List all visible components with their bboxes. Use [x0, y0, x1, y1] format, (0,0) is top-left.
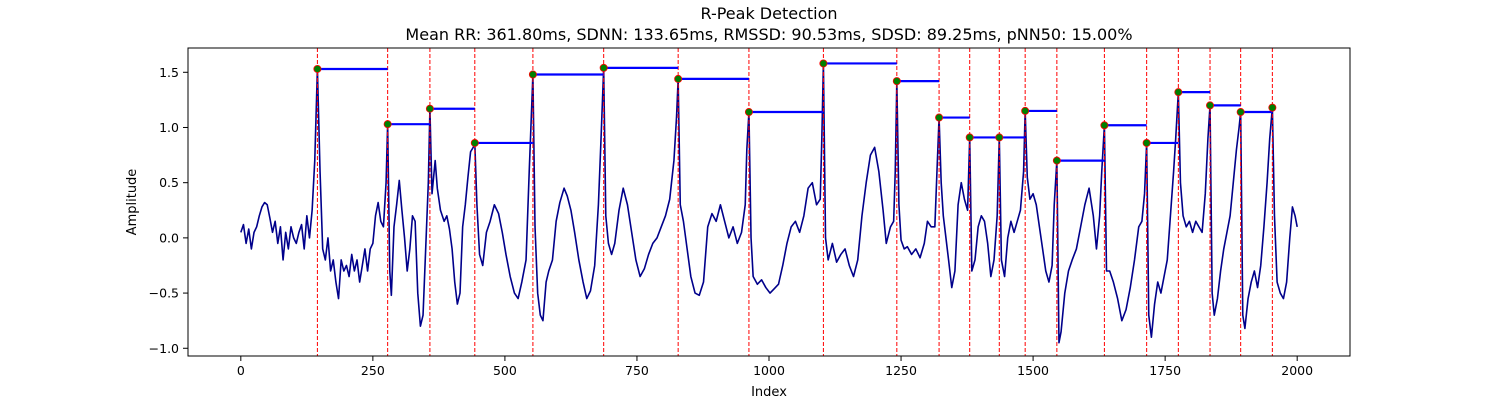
x-tick-label-7: 1750 [1149, 363, 1181, 378]
peak-marker-14 [1052, 156, 1061, 165]
peak-marker-6 [674, 74, 683, 83]
x-tick-label-4: 1000 [753, 363, 785, 378]
x-tick-label-1: 250 [361, 363, 385, 378]
peak-marker-19 [1236, 108, 1245, 117]
x-tick-label-5: 1250 [885, 363, 917, 378]
peak-marker-12 [995, 133, 1004, 142]
peak-marker-11 [965, 133, 974, 142]
peak-marker-2 [425, 104, 434, 113]
chart-title: R-Peak Detection [700, 4, 837, 23]
plot-area [240, 48, 1298, 356]
x-tick-label-6: 1500 [1017, 363, 1049, 378]
y-tick-label-2: 0.0 [159, 230, 179, 245]
x-tick-label-3: 750 [625, 363, 649, 378]
y-tick-label-5: 1.5 [159, 65, 179, 80]
peak-marker-13 [1021, 106, 1030, 115]
y-axis-label: Amplitude [125, 169, 140, 236]
peak-marker-9 [892, 77, 901, 86]
peak-marker-20 [1268, 103, 1277, 112]
peak-marker-4 [528, 70, 537, 79]
x-tick-label-0: 0 [237, 363, 245, 378]
peak-marker-7 [744, 108, 753, 117]
peak-marker-3 [470, 138, 479, 147]
x-axis-label: Index [751, 385, 787, 400]
y-tick-label-0: −1.0 [149, 341, 179, 356]
peak-marker-8 [819, 59, 828, 68]
x-tick-label-2: 500 [493, 363, 517, 378]
y-tick-label-4: 1.0 [159, 120, 179, 135]
x-axis: 0 250 500 750 1000 1250 1500 1750 2000 [237, 356, 1313, 378]
peak-marker-10 [935, 113, 944, 122]
y-tick-label-3: 0.5 [159, 175, 179, 190]
peak-marker-5 [599, 63, 608, 72]
y-axis: −1.0 −0.5 0.0 0.5 1.0 1.5 [149, 65, 188, 356]
peak-marker-0 [313, 64, 322, 73]
peak-marker-18 [1206, 101, 1215, 110]
y-tick-label-1: −0.5 [149, 286, 179, 301]
x-tick-label-8: 2000 [1281, 363, 1313, 378]
peak-marker-15 [1100, 121, 1109, 130]
peak-marker-1 [383, 120, 392, 129]
peak-marker-16 [1142, 138, 1151, 147]
chart-subtitle: Mean RR: 361.80ms, SDNN: 133.65ms, RMSSD… [405, 25, 1132, 44]
peak-marker-17 [1174, 88, 1183, 97]
signal-line [240, 62, 1298, 344]
